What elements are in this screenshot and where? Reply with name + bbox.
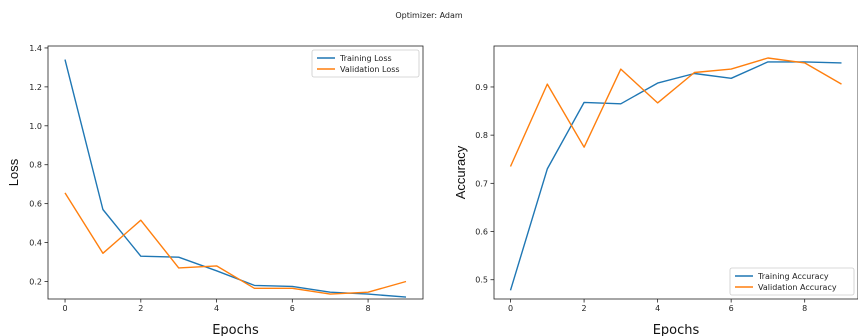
y-tick-label: 0.8	[29, 161, 42, 170]
loss-chart: 0 2 4 6 8 0.2 0.4 0.6 0.8 1.0 1.2 1.4 Epochs Loss Trai…	[6, 44, 424, 336]
y-tick-label: 1.4	[29, 44, 42, 53]
y-tick-label: 0.9	[475, 83, 488, 92]
x-tick-label: 0	[62, 304, 67, 313]
y-tick-label: 0.4	[29, 239, 42, 248]
x-tick-label: 8	[366, 304, 371, 313]
y-tick-label: 1.2	[29, 83, 42, 92]
legend-box	[311, 49, 420, 78]
x-tick-label: 2	[138, 304, 143, 313]
plot-frame	[493, 45, 858, 300]
y-tick-label: 0.6	[475, 228, 488, 237]
figure-title: Optimizer: Adam	[395, 11, 463, 20]
x-axis-label: Epochs	[212, 323, 259, 336]
y-axis-label: Accuracy	[453, 145, 468, 199]
x-tick-label: 4	[214, 304, 219, 313]
plot-frame	[47, 45, 424, 300]
x-tick-label: 2	[582, 304, 587, 313]
y-tick-label: 0.2	[29, 277, 42, 286]
y-tick-label: 0.5	[475, 276, 488, 285]
series-line-validation-accuracy	[509, 57, 842, 167]
series-line-training-loss	[64, 59, 407, 298]
y-tick-label: 0.6	[29, 200, 42, 209]
y-tick-label: 0.7	[475, 179, 488, 188]
x-tick-label: 4	[655, 304, 660, 313]
series-line-validation-loss	[64, 192, 407, 295]
x-tick-label: 8	[802, 304, 807, 313]
series-line-training-accuracy	[509, 61, 842, 291]
legend-entry: Validation Loss	[340, 65, 400, 74]
legend-entry: Training Loss	[339, 54, 392, 63]
x-tick-label: 6	[290, 304, 295, 313]
accuracy-chart: 0 2 4 6 8 0.5 0.6 0.7 0.8 0.9 Epochs Accuracy Traini…	[453, 45, 858, 336]
x-tick-label: 0	[508, 304, 513, 313]
y-tick-label: 1.0	[29, 122, 42, 131]
x-tick-label: 6	[729, 304, 734, 313]
y-axis-label: Loss	[6, 158, 21, 186]
legend-box	[729, 267, 855, 296]
y-tick-label: 0.8	[475, 131, 488, 140]
legend-entry: Training Accuracy	[757, 272, 829, 281]
legend-entry: Validation Accuracy	[758, 283, 837, 292]
x-axis-label: Epochs	[653, 323, 700, 336]
